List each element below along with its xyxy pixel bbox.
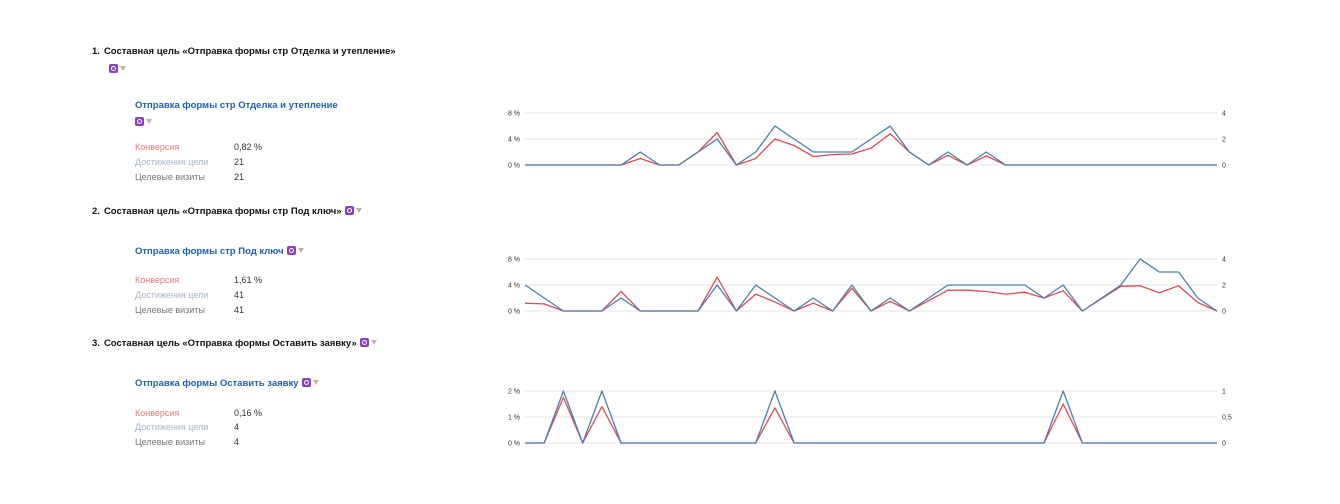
goal-title-3: 3. Составная цель «Отправка формы Оставит…	[92, 338, 377, 349]
goal-title-text: Составная цель «Отправка формы стр Под к…	[103, 206, 342, 217]
y-tick-label-left: 4 %	[508, 137, 520, 144]
y-tick-label-left: 4 %	[508, 283, 520, 290]
metric-label: Целевые визиты	[135, 437, 205, 447]
counter-badge-icon[interactable]	[286, 246, 296, 255]
counter-badge-icon[interactable]	[109, 64, 118, 73]
goal-link-text[interactable]: Отправка формы стр Под ключ	[135, 246, 284, 257]
metric-label: Целевые визиты	[135, 172, 205, 182]
metric-value: 21	[234, 157, 245, 167]
counter-badge-icon[interactable]	[344, 206, 354, 215]
metric-value: 21	[234, 172, 245, 182]
metric-value: 0,82 %	[234, 142, 263, 152]
goal-link-text[interactable]: Отправка формы Оставить заявку	[135, 378, 299, 389]
y-tick-label-right: 4	[1222, 257, 1226, 264]
goal-title-text: Составная цель «Отправка формы стр Отдел…	[103, 46, 396, 57]
conversion-series-line	[524, 276, 1218, 312]
metric-value: 41	[234, 290, 245, 300]
filter-icon[interactable]	[146, 119, 152, 124]
metric-value: 1,61 %	[234, 275, 263, 285]
metric-value: 4	[234, 422, 240, 432]
conversion-series-line	[525, 396, 1217, 444]
visits-series-line	[525, 125, 1217, 166]
metric-label: Конверсия	[135, 408, 180, 418]
goal-sub-icons-1	[135, 112, 152, 130]
report-panel	[74, 40, 1264, 464]
y-tick-label-right: 0	[1222, 309, 1226, 316]
y-tick-label-left: 8 %	[508, 111, 520, 118]
metric-value: 41	[234, 305, 245, 315]
counter-badge-icon[interactable]	[135, 117, 144, 126]
visits-series-line	[525, 390, 1217, 444]
metric-label: Конверсия	[135, 275, 180, 285]
counter-badge-icon[interactable]	[359, 338, 369, 347]
y-tick-label-right: 0	[1222, 441, 1226, 448]
goal-number: 1.	[92, 46, 100, 57]
filter-icon[interactable]	[355, 208, 362, 213]
filter-icon[interactable]	[297, 248, 304, 253]
y-tick-label-right: 0	[1222, 163, 1226, 170]
goal-link-2: Отправка формы стр Под ключ	[135, 246, 304, 257]
goal-title-text: Составная цель «Отправка формы Оставить …	[103, 338, 357, 349]
metric-value: 4	[234, 437, 240, 447]
goal-link-1[interactable]: Отправка формы стр Отделка и утепление	[135, 100, 338, 111]
metric-label: Целевые визиты	[135, 305, 205, 315]
counter-badge-icon[interactable]	[301, 378, 311, 387]
filter-icon[interactable]	[120, 66, 126, 71]
goal-2-chart: 0 % 0 4 % 2 8 % 4	[508, 257, 1226, 316]
y-tick-label-left: 2 %	[508, 389, 520, 396]
goal-title-2: 2. Составная цель «Отправка формы стр Под…	[92, 206, 362, 217]
metric-label: Конверсия	[135, 142, 180, 152]
y-tick-label-left: 1 %	[508, 415, 520, 422]
visits-series-line	[524, 258, 1218, 312]
metric-label: Достижения цели	[135, 422, 209, 432]
goal-1-chart: 0 % 0 4 % 2 8 % 4	[508, 111, 1226, 170]
goal-link-3: Отправка формы Оставить заявку	[135, 378, 319, 389]
y-tick-label-right: 2	[1222, 137, 1226, 144]
y-tick-label-left: 0 %	[508, 441, 520, 448]
y-tick-label-right: 0,5	[1222, 415, 1232, 422]
filter-icon[interactable]	[312, 380, 319, 385]
goal-title-1: 1. Составная цель «Отправка формы стр Отд…	[92, 46, 396, 57]
y-tick-label-left: 0 %	[508, 309, 520, 316]
filter-icon[interactable]	[370, 340, 377, 345]
goal-3-chart: 0 % 0 1 % 0,5 2 % 1	[508, 389, 1232, 448]
goal-number: 3.	[92, 338, 100, 349]
y-tick-label-right: 4	[1222, 111, 1226, 118]
metric-label: Достижения цели	[135, 157, 209, 167]
goal-number: 2.	[92, 206, 100, 217]
metric-value: 0,16 %	[234, 408, 263, 418]
y-tick-label-left: 0 %	[508, 163, 520, 170]
y-tick-label-left: 8 %	[508, 257, 520, 264]
metric-label: Достижения цели	[135, 290, 209, 300]
goal-icons-1	[106, 59, 126, 77]
y-tick-label-right: 1	[1222, 389, 1226, 396]
y-tick-label-right: 2	[1222, 283, 1226, 290]
